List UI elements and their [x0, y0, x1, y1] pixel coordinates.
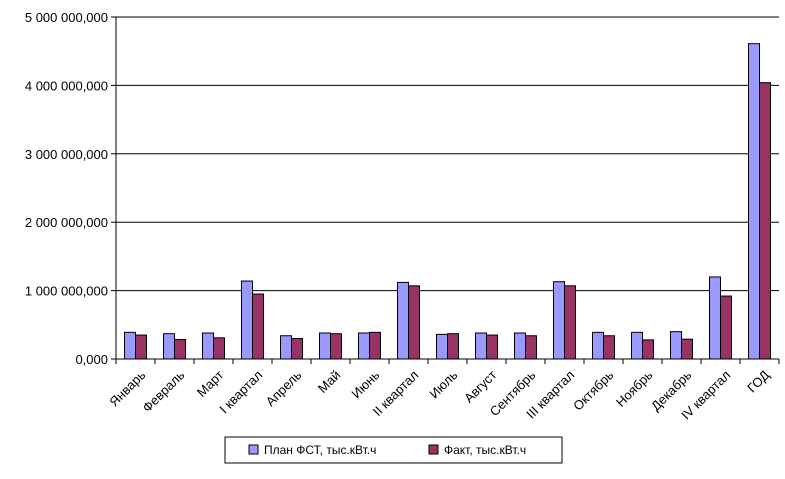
- bar-fact: [486, 334, 498, 360]
- bar-plan: [748, 43, 760, 360]
- x-tick-label: I квартал: [216, 367, 265, 416]
- bar-fact: [369, 331, 381, 360]
- x-tick-label: ГОД: [744, 367, 772, 395]
- bar-plan: [514, 332, 526, 360]
- x-tick-label: Март: [194, 367, 227, 400]
- bar-fact: [759, 82, 771, 360]
- bar-plan: [592, 331, 604, 360]
- gridlines: [111, 16, 779, 360]
- y-tick-label: 5 000 000,000: [25, 10, 108, 25]
- x-tick-label: Май: [315, 367, 344, 396]
- legend-swatch-plan: [248, 444, 259, 455]
- bar-plan: [436, 333, 448, 360]
- y-tick-labels: 0,000 1 000 000,000 2 000 000,000 3 000 000…: [25, 10, 108, 367]
- bar-plan: [397, 281, 409, 360]
- bar-fact: [408, 285, 420, 360]
- bar-fact: [720, 295, 732, 360]
- axes: [115, 17, 780, 364]
- bar-plan: [553, 281, 565, 360]
- bar-plan: [241, 280, 253, 360]
- bar-fact: [252, 293, 264, 360]
- bars: [124, 43, 771, 360]
- y-tick-label: 3 000 000,000: [25, 147, 108, 162]
- bar-fact: [213, 337, 225, 360]
- bar-plan: [124, 331, 136, 360]
- legend-label-plan: План ФСТ, тыс.кВт.ч: [264, 443, 376, 457]
- bar-plan: [475, 332, 487, 360]
- bar-fact: [135, 334, 147, 360]
- legend-frame: [224, 436, 563, 464]
- bar-plan: [280, 335, 292, 360]
- y-tick-label: 1 000 000,000: [25, 284, 108, 299]
- bar-fact: [174, 339, 186, 360]
- bar-plan: [670, 331, 682, 360]
- bar-fact: [291, 337, 303, 360]
- x-tick-label: Июнь: [348, 367, 382, 401]
- y-tick-label: 0,000: [75, 352, 108, 367]
- x-tick-label: Август: [461, 367, 499, 405]
- bar-plan: [202, 332, 214, 360]
- bar-fact: [525, 335, 537, 360]
- x-tick-label: Октябрь: [570, 367, 616, 413]
- bar-fact: [642, 339, 654, 360]
- x-tick-label: Февраль: [139, 367, 187, 415]
- bar-plan: [709, 276, 721, 360]
- legend-swatch-fact: [428, 444, 439, 455]
- bar-fact: [564, 285, 576, 360]
- bar-fact: [447, 333, 459, 360]
- bar-fact: [330, 333, 342, 360]
- x-tick-label: Июль: [426, 367, 460, 401]
- y-tick-label: 4 000 000,000: [25, 78, 108, 93]
- bar-plan: [319, 332, 331, 360]
- bar-fact: [603, 335, 615, 360]
- y-tick-label: 2 000 000,000: [25, 215, 108, 230]
- legend-label-fact: Факт, тыс.кВт.ч: [444, 443, 526, 457]
- bar-plan: [631, 331, 643, 360]
- bar-fact: [681, 338, 693, 360]
- legend: План ФСТ, тыс.кВт.ч Факт, тыс.кВт.ч: [224, 436, 563, 464]
- bar-plan: [163, 333, 175, 360]
- bar-plan: [358, 332, 370, 360]
- x-tick-label: Апрель: [263, 367, 305, 409]
